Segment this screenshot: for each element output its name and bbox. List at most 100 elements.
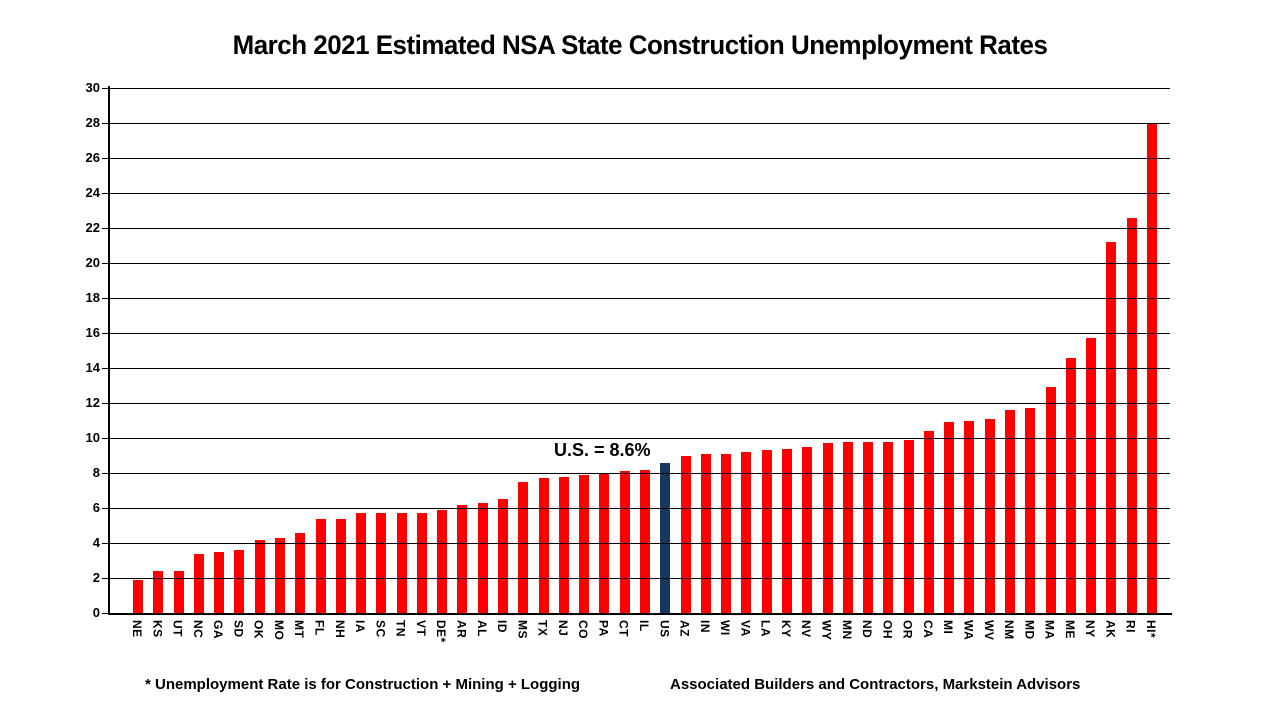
bar-sd [234, 550, 245, 613]
bar-ca [923, 431, 934, 613]
x-axis-label: NM [1002, 620, 1017, 640]
bar-md [1025, 408, 1036, 613]
gridline [110, 192, 1170, 194]
y-axis-tick [102, 192, 110, 194]
x-axis-label: PA [596, 620, 611, 637]
x-axis-label: DE* [434, 620, 449, 643]
bar-tn [396, 513, 407, 613]
y-axis-tick [102, 472, 110, 474]
x-axis-label: IN [697, 620, 712, 633]
y-axis-label: 16 [85, 325, 100, 340]
bar-il [640, 469, 650, 613]
gridline [110, 122, 1170, 124]
bar-ma [1045, 387, 1056, 613]
bar-vt [416, 513, 427, 613]
y-axis-label: 18 [85, 290, 100, 305]
bar-mn [842, 441, 853, 613]
x-axis-label: ME [1062, 620, 1077, 639]
bar-wv [984, 418, 995, 613]
footnote-asterisk: * Unemployment Rate is for Construction … [145, 676, 581, 693]
y-axis-label: 6 [92, 500, 100, 515]
x-axis-label: TN [393, 620, 408, 637]
gridline [110, 157, 1170, 159]
bar-nh [335, 518, 346, 613]
x-axis-label: NC [190, 620, 205, 639]
y-axis-label: 24 [85, 185, 100, 200]
x-axis-label: MA [1042, 620, 1057, 640]
y-axis-tick [102, 367, 110, 369]
y-axis-tick [102, 297, 110, 299]
bar-mo [274, 537, 285, 613]
y-axis-label: 14 [85, 360, 100, 375]
y-axis-line [108, 86, 110, 615]
bar-mt [295, 532, 306, 613]
x-axis-label: FL [312, 620, 327, 636]
bar-or [903, 439, 914, 613]
bar-oh [883, 441, 894, 613]
bar-mi [944, 422, 955, 613]
bar-nd [863, 441, 874, 613]
y-axis-label: 22 [85, 220, 100, 235]
x-axis-label: SD [231, 620, 246, 638]
bar-ia [356, 513, 367, 613]
y-axis-label: 12 [85, 395, 100, 410]
y-axis-tick [102, 437, 110, 439]
x-axis-label: LA [758, 620, 773, 637]
bar-ak [1106, 242, 1117, 613]
bar-ny [1086, 338, 1097, 613]
y-axis-tick [102, 332, 110, 334]
bar-nv [802, 446, 813, 613]
y-axis-tick [102, 262, 110, 264]
gridline [110, 332, 1170, 334]
bar-al [477, 502, 488, 613]
x-axis-label: AZ [677, 620, 692, 637]
bar-nj [558, 476, 569, 613]
gridline [110, 262, 1170, 264]
gridline [110, 227, 1170, 229]
y-axis-label: 28 [85, 115, 100, 130]
x-axis-label: MD [1022, 620, 1037, 640]
y-axis-label: 8 [92, 465, 100, 480]
x-axis-label: IA [353, 620, 368, 633]
x-axis-label: TX [535, 620, 550, 637]
gridline [110, 87, 1170, 89]
y-axis-label: 10 [85, 430, 100, 445]
x-axis-label: GA [211, 620, 226, 639]
y-axis-label: 26 [85, 150, 100, 165]
x-axis-label: MI [941, 620, 956, 635]
x-axis-label: CT [616, 620, 631, 637]
bar-ut [173, 571, 184, 613]
x-axis-label: SC [373, 620, 388, 638]
bar-nc [193, 553, 204, 613]
x-axis-label: VT [413, 620, 428, 637]
x-axis-label: NV [799, 620, 814, 638]
bar-ms [518, 481, 529, 613]
x-axis-label: RI [1123, 620, 1138, 633]
bar-wi [721, 453, 732, 613]
x-axis-label: MN [839, 620, 854, 640]
bar-ok [254, 539, 265, 613]
bar-ga [214, 551, 225, 613]
footnote-source: Associated Builders and Contractors, Mar… [670, 676, 1081, 693]
plot-area: U.S. = 8.6% 0 2 4 6 8 10 12 14 16 18 20 22 24 26 28 30 N… [86, 80, 1170, 643]
x-axis-label: MS [515, 620, 530, 639]
bar-co [579, 474, 590, 613]
y-axis-label: 0 [92, 605, 100, 620]
bar-va [741, 452, 752, 613]
x-axis-label: WV [981, 620, 996, 641]
x-axis-label: IL [637, 620, 651, 632]
x-axis-label: NJ [555, 620, 570, 637]
x-axis-label: KY [778, 620, 793, 638]
x-axis-label: MT [292, 620, 307, 639]
y-axis-tick [102, 542, 110, 544]
us-rate-annotation: U.S. = 8.6% [554, 440, 651, 460]
x-axis-label: ND [860, 620, 875, 639]
bar-ar [457, 504, 468, 613]
bar-wa [964, 420, 975, 613]
bar-ct [619, 471, 630, 613]
x-axis-label: WA [961, 620, 976, 641]
x-axis-label: KS [150, 620, 165, 638]
gridline [110, 577, 1170, 579]
x-axis-line [108, 613, 1172, 615]
bar-fl [315, 518, 326, 613]
